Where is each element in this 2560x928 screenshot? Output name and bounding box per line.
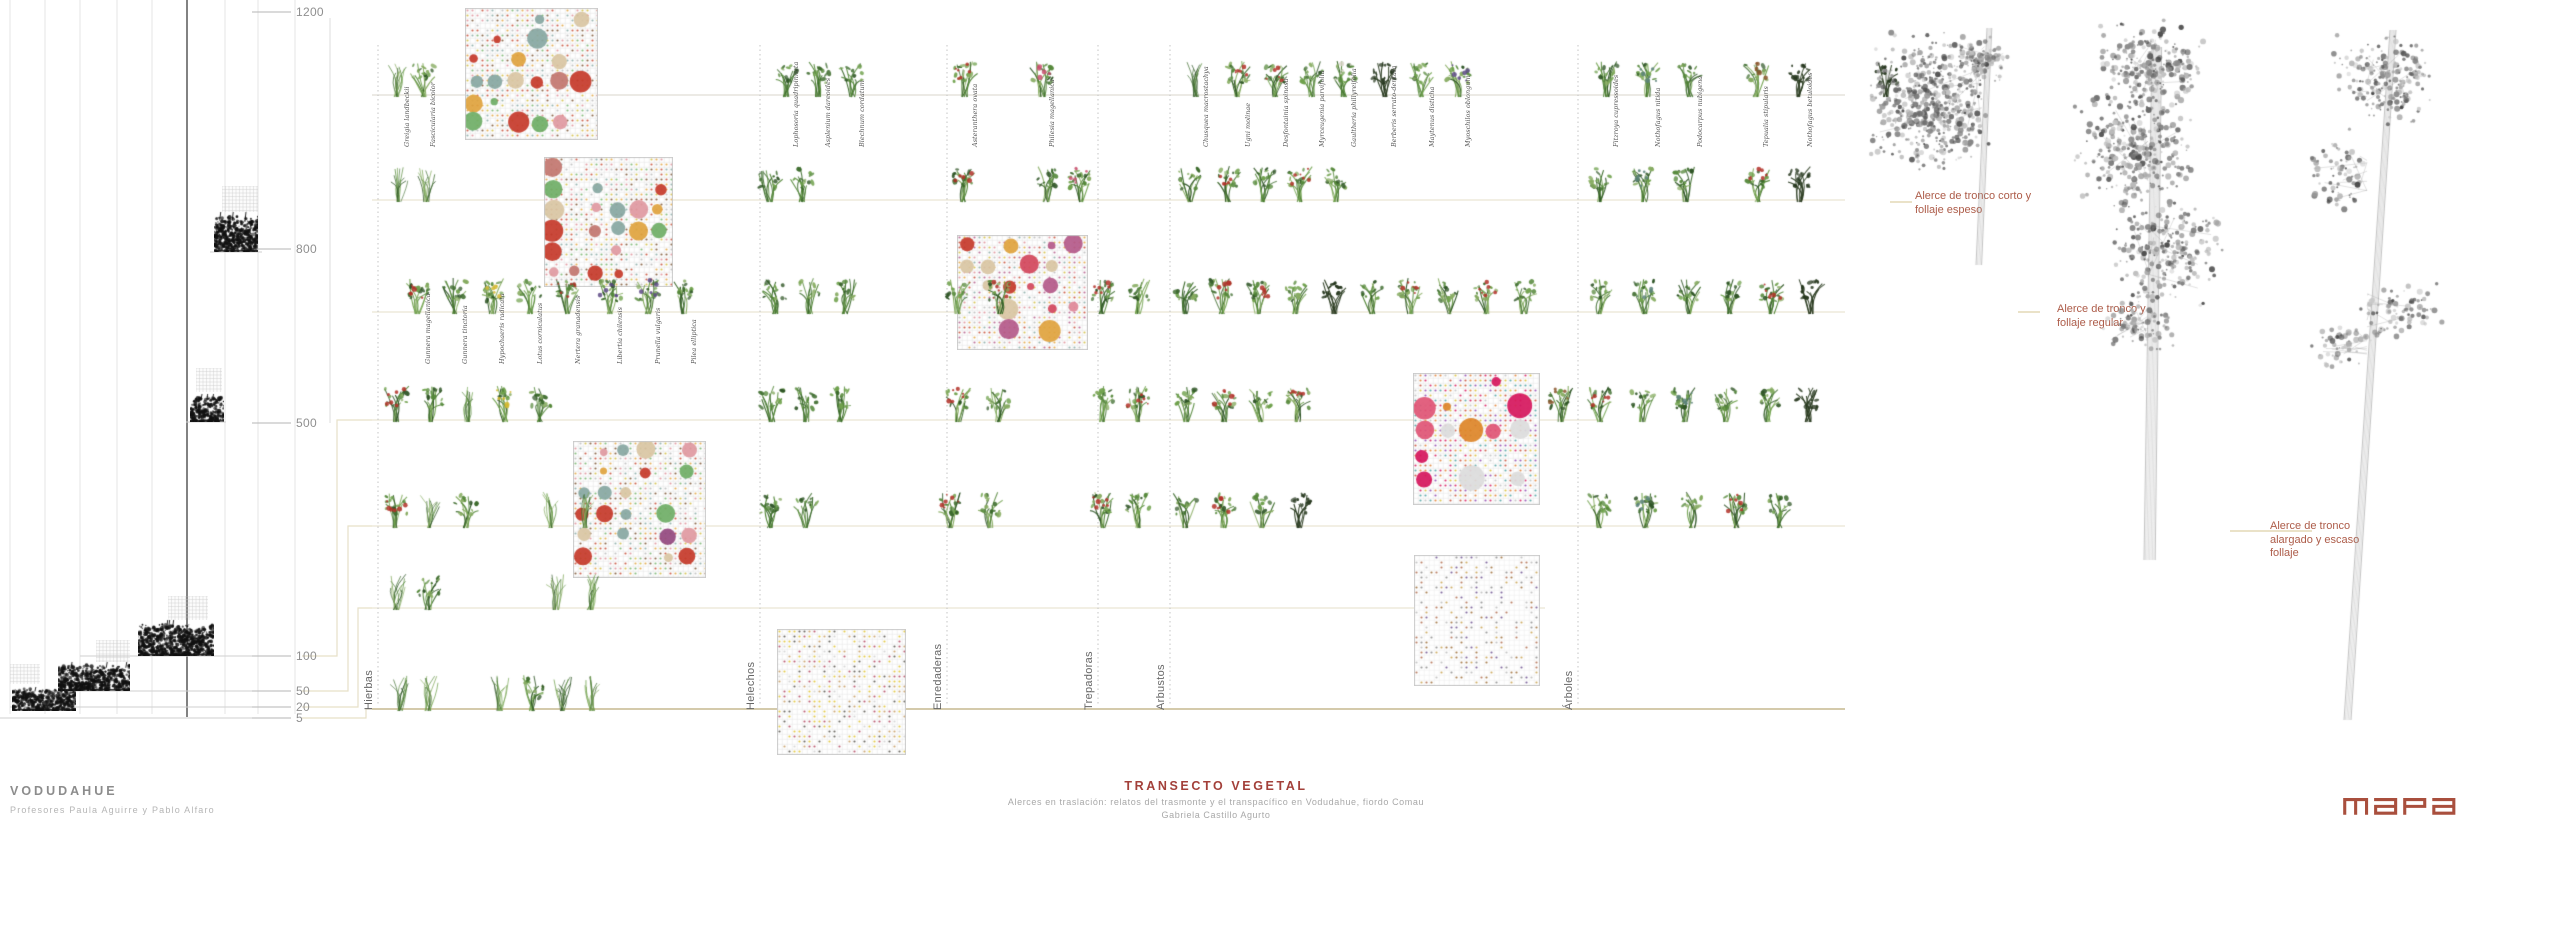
- project-title: VODUDAHUE: [10, 784, 118, 798]
- main-title-block: TRANSECTO VEGETAL Alerces en traslación:…: [966, 779, 1466, 820]
- page-subtitle: Alerces en traslación: relatos del trasm…: [1007, 797, 1425, 807]
- project-professors: Profesores Paula Aguirre y Pablo Alfaro: [10, 805, 215, 815]
- page-title: TRANSECTO VEGETAL: [1124, 779, 1308, 793]
- logo-letter-a2: [2432, 798, 2456, 815]
- page-author: Gabriela Castillo Agurto: [1161, 810, 1271, 820]
- logo-letter-p: [2403, 798, 2427, 815]
- logo-letter-m: [2343, 798, 2369, 815]
- project-credit-block: VODUDAHUE Profesores Paula Aguirre y Pab…: [10, 784, 215, 815]
- mapa-logo: [2343, 798, 2456, 815]
- logo-letter-a1: [2374, 798, 2398, 815]
